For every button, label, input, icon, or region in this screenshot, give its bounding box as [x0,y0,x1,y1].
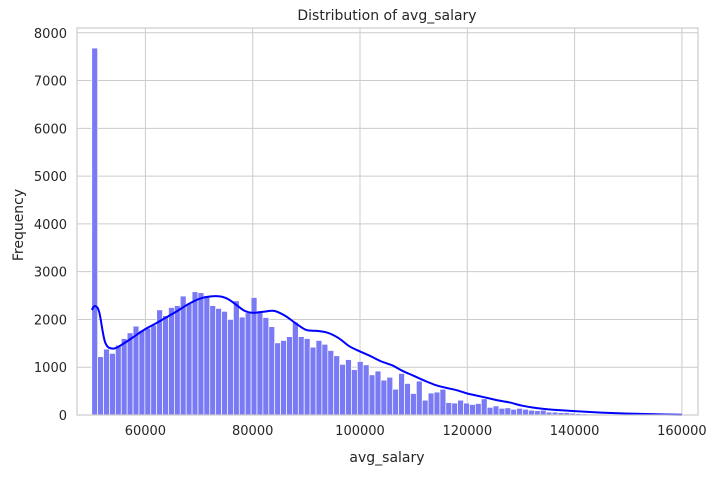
chart-title: Distribution of avg_salary [297,8,476,24]
histogram-bar [163,316,169,415]
y-tick-label: 5000 [34,170,67,185]
histogram-bar [222,311,228,415]
histogram-bar [422,400,428,415]
x-tick-label: 80000 [232,424,273,439]
histogram-bar [287,337,293,415]
histogram-bar [180,296,186,415]
histogram-bar [168,308,174,416]
y-tick-label: 2000 [34,313,67,328]
histogram-bar [363,365,369,415]
y-tick-label: 0 [59,409,67,424]
histogram-bar [139,330,145,415]
histogram-bar [357,361,363,415]
histogram-bar [416,381,422,415]
histogram-bar [115,345,121,415]
histogram-bar [387,377,393,415]
histogram-bar [452,403,458,415]
histogram-bar [239,317,245,415]
x-tick-label: 100000 [335,424,385,439]
histogram-bar [192,292,198,415]
histogram-bar [410,394,416,416]
histogram-bar [540,410,546,415]
histogram-bar [310,347,316,415]
histogram-bar [216,308,222,415]
histogram-bar [346,360,352,415]
histogram-bar [210,306,216,415]
histogram-bar [186,304,192,415]
histogram-bar [399,373,405,415]
y-tick-label: 8000 [34,27,67,42]
histogram-bar [292,322,298,415]
histogram-bar [275,343,281,415]
histogram-bar [245,313,251,415]
histogram-bar [257,311,263,415]
y-tick-label: 4000 [34,218,67,233]
histogram-bar [151,325,157,415]
histogram-bar [104,349,110,415]
y-tick-label: 7000 [34,75,67,90]
histogram-bar [98,357,104,415]
histogram-bar [464,403,470,415]
y-tick-label: 1000 [34,361,67,376]
histogram-bar [446,403,452,415]
histogram-bar [127,333,133,415]
histogram-bar [174,306,180,415]
histogram-bar [157,310,163,415]
y-tick-label: 3000 [34,266,67,281]
histogram-bar [351,370,357,415]
x-tick-label: 60000 [125,424,166,439]
histogram-bar [133,326,139,415]
histogram-bar [393,389,399,415]
x-tick-label: 140000 [550,424,600,439]
histogram-bar [304,339,310,415]
histogram-bar [499,408,505,415]
histogram-bar [233,301,239,415]
histogram-bar [92,48,98,415]
y-tick-label: 6000 [34,122,67,137]
histogram-bar [334,356,340,415]
histogram-bar [251,297,257,415]
histogram-bar [316,340,322,415]
histogram-bar [298,337,304,415]
x-tick-label: 160000 [657,424,707,439]
histogram-bar [523,409,529,415]
histogram-bar [145,328,151,415]
histogram-bar [369,375,375,415]
histogram-bar [534,411,540,415]
histogram-bar [381,380,387,415]
histogram-bar [281,340,287,415]
histogram-bar [505,408,511,415]
x-axis-label: avg_salary [349,450,424,466]
histogram-bar [487,407,493,415]
histogram-bar [458,400,464,415]
histogram-bar [440,389,446,415]
histogram-bar [322,344,328,415]
histogram-bar [269,327,275,415]
histogram-bar [328,351,334,416]
histogram-bar [428,393,434,415]
histogram-bar [511,409,517,415]
histogram-bar [109,353,115,415]
histogram-bar [434,392,440,415]
histogram-bar [469,404,475,415]
histogram-bar [493,406,499,415]
histogram-bar [340,364,346,415]
histogram-bar [405,383,411,415]
histogram-bar [263,318,269,415]
histogram-bar [227,319,233,415]
histogram-bar [475,404,481,415]
x-tick-label: 120000 [442,424,492,439]
histogram-bar [121,339,127,415]
y-axis-label: Frequency [11,189,27,261]
histogram-bar [481,399,487,415]
histogram-bars [92,48,670,415]
histogram-bar [528,410,534,415]
histogram-bar [517,408,523,415]
histogram-bar [204,296,210,415]
histogram-bar [198,293,204,415]
histogram-bar [375,371,381,415]
